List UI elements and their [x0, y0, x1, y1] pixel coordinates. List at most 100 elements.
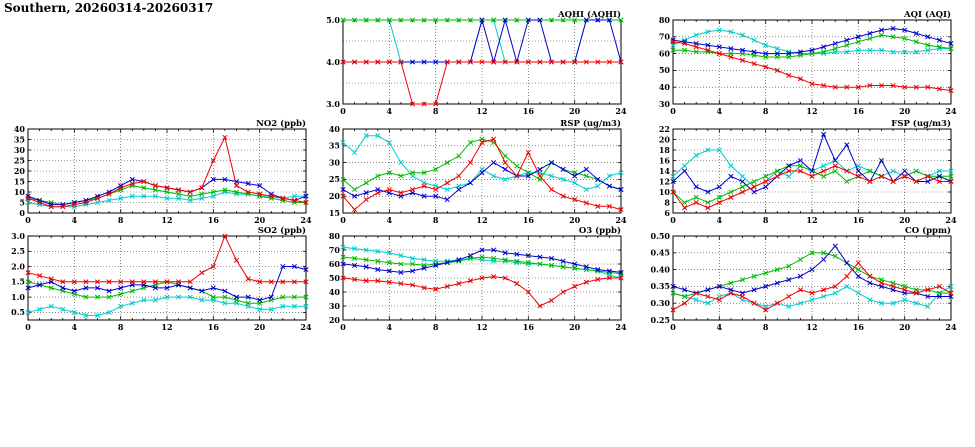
- svg-text:0: 0: [25, 215, 31, 225]
- svg-text:4: 4: [717, 322, 723, 332]
- svg-text:8: 8: [433, 106, 439, 116]
- svg-text:RSP (ug/m3): RSP (ug/m3): [560, 118, 621, 129]
- svg-text:10: 10: [659, 187, 671, 197]
- svg-text:40: 40: [329, 287, 341, 297]
- svg-text:12: 12: [476, 106, 487, 116]
- chart-so2: 0.5 1.0 1.5 2.0 2.5 3.0 0 4 8 12 16 20 24 SO2 (ppb): [0, 224, 312, 336]
- chart-fsp: 6 8 10 12 14 16 18 20 22 0 4 8 12 16 20 24 FSP (ug/m3): [645, 117, 957, 229]
- chart-aqhi: 3.0 4.0 5.0 0 4 8 12 16 20 24 AQHI (AQHI): [315, 8, 627, 120]
- svg-text:3.0: 3.0: [11, 231, 25, 241]
- svg-text:8: 8: [433, 322, 439, 332]
- svg-text:24: 24: [615, 215, 627, 225]
- svg-text:24: 24: [615, 106, 627, 116]
- svg-text:4.0: 4.0: [326, 57, 340, 67]
- svg-text:40: 40: [329, 124, 341, 134]
- svg-text:0.35: 0.35: [651, 281, 670, 291]
- svg-text:8: 8: [664, 197, 670, 207]
- svg-text:8: 8: [763, 322, 769, 332]
- svg-text:15: 15: [329, 208, 340, 218]
- svg-text:0: 0: [670, 106, 676, 116]
- svg-text:20: 20: [569, 215, 581, 225]
- svg-text:20: 20: [14, 166, 26, 176]
- svg-text:24: 24: [945, 322, 957, 332]
- svg-text:70: 70: [329, 245, 341, 255]
- svg-text:4: 4: [387, 106, 393, 116]
- svg-text:12: 12: [659, 176, 670, 186]
- svg-text:20: 20: [254, 215, 266, 225]
- svg-text:14: 14: [659, 166, 671, 176]
- svg-text:25: 25: [329, 174, 340, 184]
- svg-text:16: 16: [208, 322, 220, 332]
- svg-text:FSP (ug/m3): FSP (ug/m3): [891, 118, 951, 129]
- svg-text:0: 0: [340, 322, 346, 332]
- svg-text:12: 12: [806, 215, 817, 225]
- svg-text:4: 4: [717, 106, 723, 116]
- svg-text:24: 24: [300, 322, 312, 332]
- svg-text:30: 30: [329, 301, 341, 311]
- chart-aqi: 30 40 50 60 70 80 0 4 8 12 16 20 24 AQI (AQI): [645, 8, 957, 120]
- svg-text:70: 70: [659, 32, 671, 42]
- svg-text:4: 4: [387, 322, 393, 332]
- svg-text:30: 30: [659, 99, 671, 109]
- svg-text:5: 5: [19, 197, 25, 207]
- svg-text:16: 16: [208, 215, 220, 225]
- svg-text:35: 35: [14, 134, 25, 144]
- svg-text:22: 22: [659, 124, 670, 134]
- svg-text:8: 8: [763, 215, 769, 225]
- svg-text:20: 20: [899, 322, 911, 332]
- svg-text:8: 8: [433, 215, 439, 225]
- svg-text:6: 6: [664, 208, 670, 218]
- svg-text:18: 18: [659, 145, 671, 155]
- svg-text:40: 40: [14, 124, 26, 134]
- svg-text:16: 16: [853, 322, 865, 332]
- svg-text:25: 25: [14, 155, 25, 165]
- svg-text:80: 80: [659, 15, 671, 25]
- svg-text:NO2 (ppb): NO2 (ppb): [256, 118, 306, 129]
- svg-text:2.5: 2.5: [11, 246, 25, 256]
- svg-text:0: 0: [340, 215, 346, 225]
- svg-text:16: 16: [853, 215, 865, 225]
- svg-text:1.0: 1.0: [11, 292, 25, 302]
- svg-text:12: 12: [806, 322, 817, 332]
- svg-text:60: 60: [329, 259, 341, 269]
- svg-text:8: 8: [118, 215, 124, 225]
- svg-text:0: 0: [670, 322, 676, 332]
- svg-text:20: 20: [569, 322, 581, 332]
- svg-text:24: 24: [615, 322, 627, 332]
- svg-text:5.0: 5.0: [326, 15, 340, 25]
- svg-text:16: 16: [523, 322, 535, 332]
- svg-text:16: 16: [853, 106, 865, 116]
- svg-text:20: 20: [254, 322, 266, 332]
- svg-text:12: 12: [161, 215, 172, 225]
- svg-text:20: 20: [899, 215, 911, 225]
- svg-text:20: 20: [659, 134, 671, 144]
- svg-text:50: 50: [659, 65, 671, 75]
- svg-text:2.0: 2.0: [11, 261, 25, 271]
- svg-text:20: 20: [569, 106, 581, 116]
- svg-text:0: 0: [19, 208, 25, 218]
- svg-text:16: 16: [523, 106, 535, 116]
- svg-text:AQHI (AQHI): AQHI (AQHI): [557, 9, 621, 20]
- svg-text:SO2 (ppb): SO2 (ppb): [258, 225, 306, 236]
- svg-text:30: 30: [329, 157, 341, 167]
- svg-text:16: 16: [523, 215, 535, 225]
- svg-text:1.5: 1.5: [11, 277, 25, 287]
- svg-text:40: 40: [659, 82, 671, 92]
- svg-text:24: 24: [945, 215, 957, 225]
- svg-text:50: 50: [329, 273, 341, 283]
- svg-text:20: 20: [329, 191, 341, 201]
- svg-text:0.5: 0.5: [11, 307, 25, 317]
- svg-text:CO (ppm): CO (ppm): [905, 225, 951, 236]
- svg-text:12: 12: [476, 322, 487, 332]
- svg-text:35: 35: [329, 141, 340, 151]
- svg-text:12: 12: [476, 215, 487, 225]
- svg-text:0: 0: [670, 215, 676, 225]
- svg-text:10: 10: [14, 187, 26, 197]
- svg-text:4: 4: [717, 215, 723, 225]
- svg-text:0.50: 0.50: [651, 231, 671, 241]
- svg-text:30: 30: [14, 145, 26, 155]
- chart-rsp: 15 20 25 30 35 40 0 4 8 12 16 20 24 RSP (ug/m3): [315, 117, 627, 229]
- svg-text:60: 60: [659, 48, 671, 58]
- svg-text:8: 8: [763, 106, 769, 116]
- page-title: Southern, 20260314-20260317: [4, 1, 214, 15]
